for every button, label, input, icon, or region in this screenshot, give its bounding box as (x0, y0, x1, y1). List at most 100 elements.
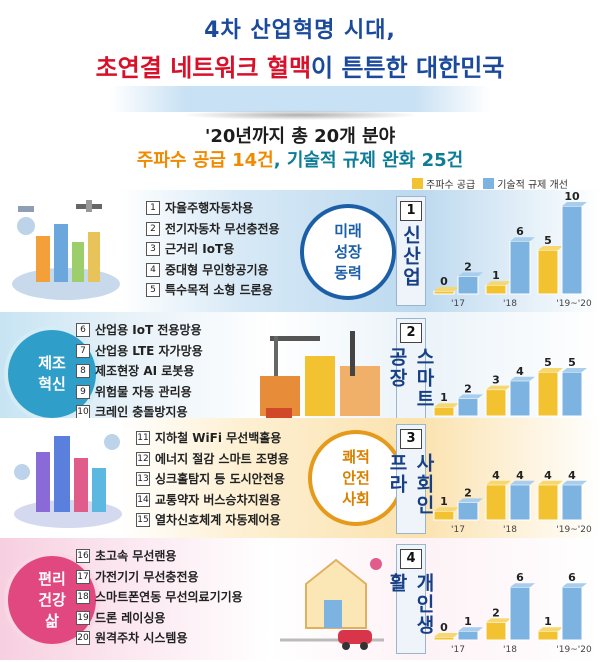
item-label: 싱크홀탐지 등 도시안전용 (155, 472, 285, 486)
chart-bar-top (434, 403, 459, 408)
item-label: 교통약자 버스승차지원용 (155, 492, 281, 507)
list-item: 10 크레인 충돌방지용 (76, 402, 203, 423)
data-label: 2 (464, 486, 472, 499)
data-label: 0 (440, 621, 448, 634)
title-rest-part: 이 튼튼한 대한민국 (311, 54, 505, 82)
data-label: 4 (516, 365, 524, 378)
chart-bar-top (538, 627, 563, 632)
item-number: 17 (76, 569, 90, 584)
data-label: 4 (568, 469, 576, 482)
item-label: 열차신호체계 자동제어용 (155, 513, 281, 527)
category-number: 1 (400, 201, 422, 221)
chart-bar-top (434, 287, 459, 291)
item-list-1: 1 자율주행자동차용 2 전기자동차 무선충전용 3 근거리 IoT용 4 중대형 무인… (146, 198, 280, 301)
chart-bar (509, 484, 531, 521)
smart-city-illustration (14, 434, 122, 528)
item-number: 19 (76, 610, 90, 625)
list-item: 9 위험물 자동 관리용 (76, 382, 203, 403)
item-number: 18 (76, 590, 90, 605)
item-number: 15 (136, 513, 150, 528)
chart-bar-top (562, 583, 587, 588)
list-item: 12 에너지 절감 스마트 조명용 (136, 449, 289, 470)
item-number: 11 (136, 431, 150, 446)
item-label: 전기자동차 무선충전용 (165, 221, 280, 236)
chart-bar-top (538, 480, 563, 485)
chart-bar (433, 636, 455, 641)
subtitle-regulation: , 기술적 규제 완화 25건 (273, 150, 464, 171)
chart-bar-top (458, 272, 483, 277)
data-label: 2 (464, 260, 472, 273)
item-label: 제조현장 AI 로봇용 (95, 364, 195, 378)
chart-bar-top (434, 633, 459, 637)
chart-bar-top (434, 507, 459, 512)
item-list-3: 11 지하철 WiFi 무선백홀용 12 에너지 절감 스마트 조명용 13 싱크홀탐… (136, 428, 289, 531)
list-item: 7 산업용 LTE 자가망용 (76, 341, 203, 362)
list-item: 20 원격주차 시스템용 (76, 628, 243, 649)
title-red-part: 초연결 네트워크 혈맥 (95, 54, 312, 82)
legend: 주파수 공급 기술적 규제 개선 (412, 176, 568, 191)
category-box: 3 사회인프라 (386, 424, 435, 534)
item-label: 중대형 무인항공기용 (165, 262, 269, 277)
tick-label: '19~'20 (556, 525, 592, 535)
subtitle-supply: 주파수 공급 14건 (136, 150, 274, 171)
chart-bar (433, 290, 455, 295)
chart-bar-top (562, 368, 587, 372)
chart-bar (485, 284, 507, 295)
category-number: 3 (400, 429, 422, 449)
chart-bar (537, 630, 559, 641)
section-badge: 미래 성장 동력 (300, 204, 396, 300)
item-number: 12 (136, 451, 150, 466)
data-label: 3 (492, 374, 500, 387)
category-label: 스마트공장 (386, 347, 435, 410)
list-item: 2 전기자동차 무선충전용 (146, 219, 280, 240)
data-label: 4 (516, 469, 524, 482)
chart-bar-top (510, 376, 535, 381)
item-label: 초고속 무선랜용 (95, 549, 177, 563)
chart-4: 0 2 1 1 6 6 '17 '18 '19~'20 (433, 571, 592, 655)
data-label: 5 (544, 234, 552, 247)
category-box: 4 개인생활 (386, 544, 435, 654)
chart-bar (433, 510, 455, 521)
item-label: 원격주차 시스템용 (95, 631, 188, 645)
list-item: 4 중대형 무인항공기용 (146, 260, 280, 281)
smart-home-illustration (280, 558, 384, 650)
title-line2: 초연결 네트워크 혈맥이 튼튼한 대한민국 (0, 48, 600, 83)
list-item: 11 지하철 WiFi 무선백홀용 (136, 428, 289, 449)
item-number: 7 (76, 343, 90, 358)
data-label: 0 (440, 275, 448, 288)
section-4: 편리 건강 삶 16 초고속 무선랜용 17 가전기기 무선충전용 18 스마트폰연동… (0, 538, 600, 660)
chart-bar (433, 406, 455, 417)
factory-illustration (260, 331, 380, 426)
item-label: 스마트폰연동 무선의료기기용 (95, 590, 243, 604)
legend-regulation: 기술적 규제 개선 (483, 176, 568, 191)
list-item: 14 교통약자 버스승차지원용 (136, 490, 289, 511)
list-item: 1 자율주행자동차용 (146, 198, 280, 219)
item-number: 4 (146, 262, 160, 277)
tick-label: '18 (503, 645, 517, 655)
category-box: 2 스마트공장 (386, 318, 435, 428)
item-number: 20 (76, 631, 90, 646)
item-number: 1 (146, 201, 160, 216)
chart-bar-top (486, 385, 511, 390)
chart-bar-top (458, 498, 483, 503)
chart-bar (457, 630, 479, 641)
item-number: 5 (146, 283, 160, 298)
list-item: 3 근거리 IoT용 (146, 239, 280, 260)
legend-regulation-label: 기술적 규제 개선 (497, 180, 568, 191)
item-number: 16 (76, 549, 90, 564)
chart-bar (561, 205, 583, 295)
tick-label: '19~'20 (556, 299, 592, 309)
title-line1: 4차 산업혁명 시대, (204, 18, 396, 43)
chart-bar-top (562, 202, 587, 206)
chart-bar-top (486, 281, 511, 286)
data-label: 1 (440, 495, 448, 508)
chart-bar-top (510, 480, 535, 485)
item-list-2: 6 산업용 IoT 전용망용 7 산업용 LTE 자가망용 8 제조현장 AI 로봇용… (76, 320, 203, 423)
section-2: 제조 혁신 6 산업용 IoT 전용망용 7 산업용 LTE 자가망용 8 제조현장 … (0, 312, 600, 434)
chart-bar-top (510, 237, 535, 242)
chart-bar (561, 484, 583, 521)
category-number: 2 (400, 323, 422, 343)
chart-bar (537, 249, 559, 295)
list-item: 6 산업용 IoT 전용망용 (76, 320, 203, 341)
